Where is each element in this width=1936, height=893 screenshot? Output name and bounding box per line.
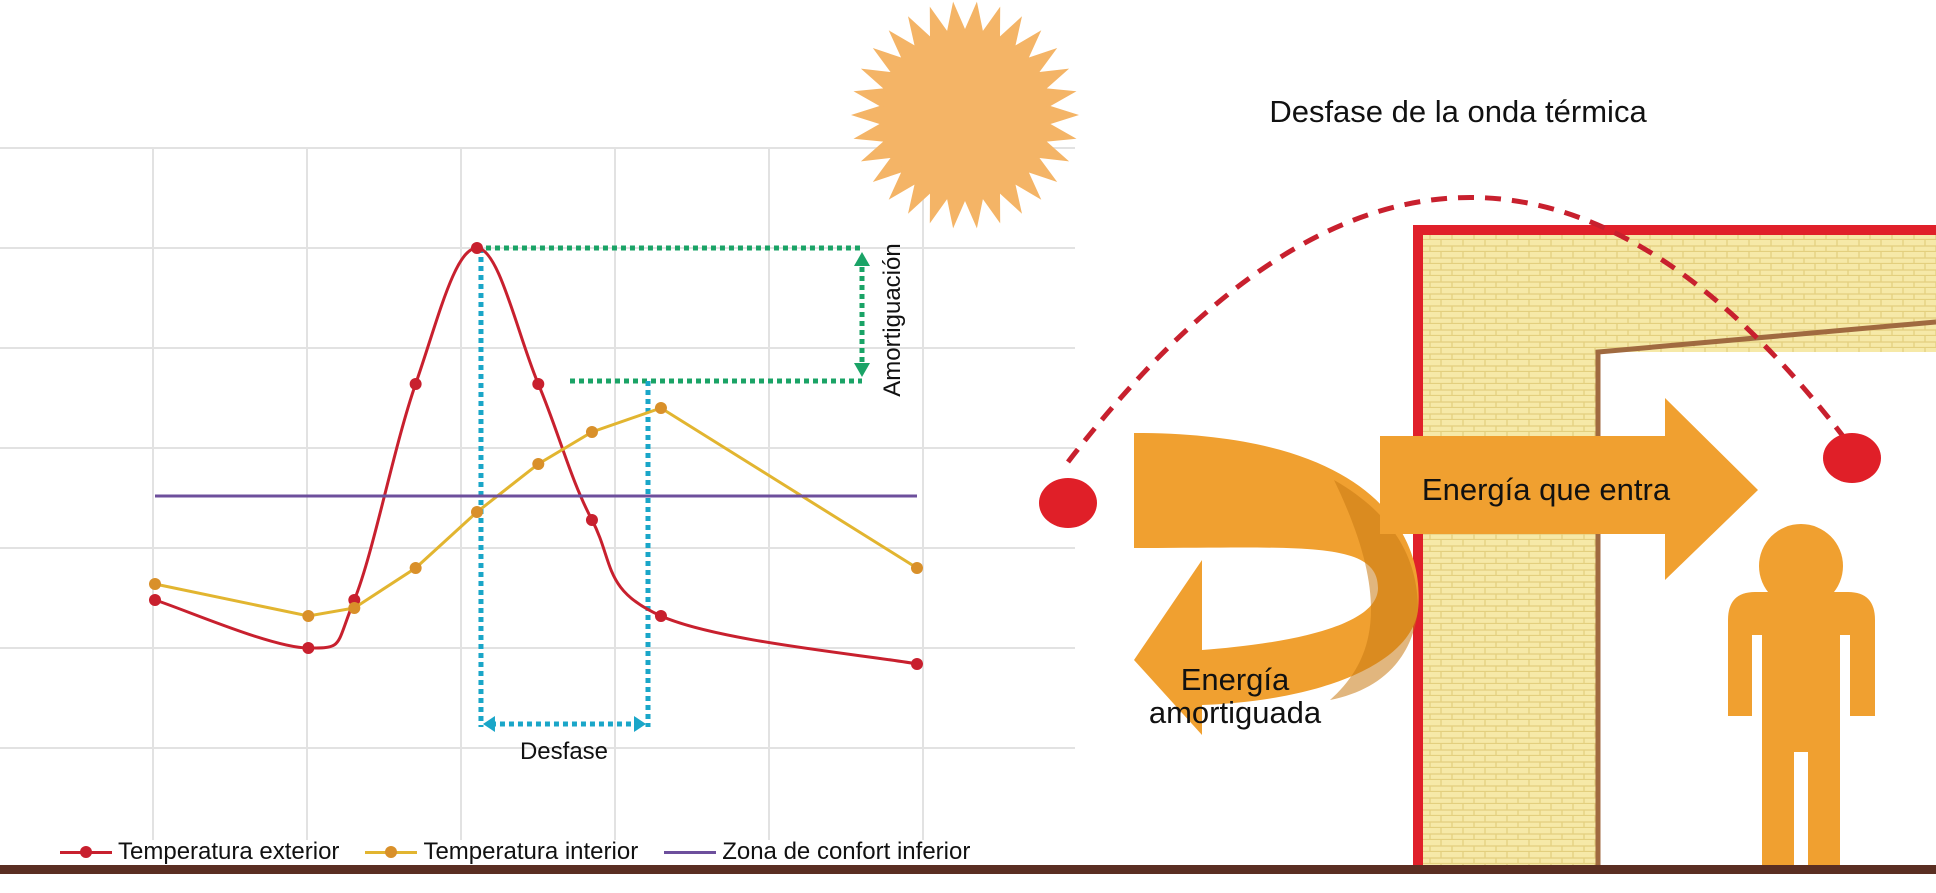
data-point-interior xyxy=(585,426,598,438)
chart-grid xyxy=(0,147,1075,860)
energy-damped-label-1: Energía xyxy=(1181,662,1290,697)
amortiguacion-arrow-head-down xyxy=(854,363,870,377)
data-point-interior xyxy=(654,402,667,414)
chart-guides xyxy=(476,245,870,732)
legend-symbol-confort xyxy=(664,842,717,862)
legend-label-exterior: Temperatura exterior xyxy=(118,838,340,865)
data-point-exterior xyxy=(532,378,545,390)
legend-symbol-exterior xyxy=(60,842,112,862)
data-point-exterior xyxy=(470,242,483,254)
data-point-interior xyxy=(302,610,315,622)
energy-damped-label-2: amortiguada xyxy=(1149,695,1322,730)
desfase-arrow-head-left xyxy=(482,716,495,732)
desfase-label: Desfase xyxy=(520,738,608,765)
legend-symbol-interior xyxy=(365,842,418,862)
data-point-exterior xyxy=(585,514,598,526)
data-point-exterior xyxy=(302,642,315,654)
building-wall xyxy=(1413,225,1936,866)
legend-label-interior: Temperatura interior xyxy=(423,838,639,865)
data-point-interior xyxy=(532,458,545,470)
amortiguacion-arrow-head-up xyxy=(854,252,870,266)
data-point-exterior xyxy=(911,658,923,670)
sun-icon xyxy=(851,1,1079,229)
legend-item-confort: Zona de confort inferior xyxy=(664,838,970,866)
person-icon xyxy=(1728,524,1875,868)
data-point-interior xyxy=(149,578,161,590)
heat-arc-icon xyxy=(1039,195,1881,528)
legend-item-exterior: Temperatura exterior xyxy=(60,838,339,866)
chart-background xyxy=(0,148,1075,860)
energy-in-arrow xyxy=(1380,398,1758,580)
data-point-exterior xyxy=(409,378,422,390)
data-point-interior xyxy=(348,602,361,614)
energy-in-label: Energía que entra xyxy=(1422,472,1671,507)
data-point-interior xyxy=(409,562,422,574)
energy-damped-arrow xyxy=(1134,433,1419,735)
legend-item-interior: Temperatura interior xyxy=(365,838,638,866)
legend-label-confort: Zona de confort inferior xyxy=(722,838,971,865)
chart-legend: Temperatura exterior Temperatura interio… xyxy=(60,838,970,866)
diagram-title: Desfase de la onda térmica xyxy=(1269,94,1647,129)
data-point-interior xyxy=(470,506,483,518)
chart-series xyxy=(149,242,923,670)
data-point-exterior xyxy=(654,610,667,622)
data-point-interior xyxy=(911,562,923,574)
amortiguacion-label: Amortiguación xyxy=(879,243,906,396)
data-point-exterior xyxy=(149,594,161,606)
desfase-arrow-head-right xyxy=(634,716,646,732)
ground-line xyxy=(0,865,1936,874)
